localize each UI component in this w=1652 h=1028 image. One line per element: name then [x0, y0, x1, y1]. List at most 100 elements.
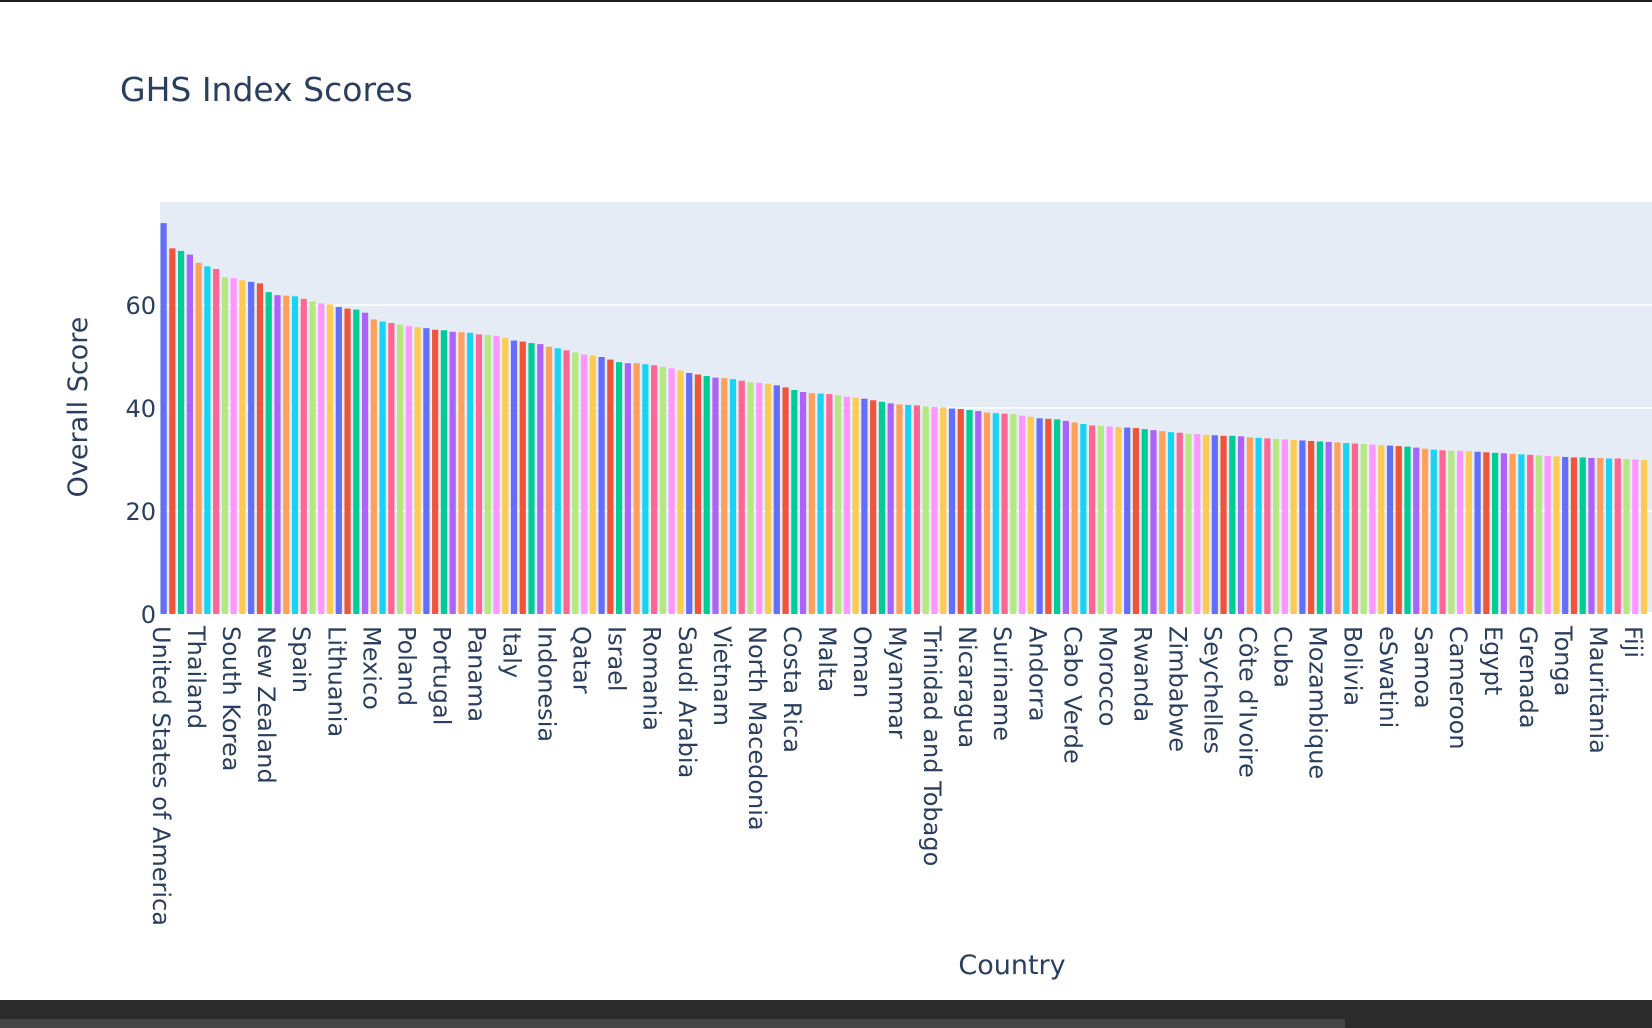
bar[interactable]: [1597, 457, 1604, 614]
bar[interactable]: [1544, 455, 1551, 614]
bar[interactable]: [1080, 423, 1087, 614]
bar[interactable]: [782, 387, 789, 614]
bar[interactable]: [1386, 445, 1394, 614]
bar[interactable]: [1194, 434, 1201, 614]
bar[interactable]: [808, 393, 815, 614]
bar[interactable]: [878, 401, 886, 614]
bar[interactable]: [852, 397, 859, 614]
bar[interactable]: [896, 404, 903, 614]
bar[interactable]: [195, 262, 202, 614]
bar[interactable]: [326, 304, 334, 614]
bar[interactable]: [651, 365, 658, 614]
bar[interactable]: [388, 323, 395, 614]
bar[interactable]: [353, 309, 360, 614]
bar[interactable]: [729, 379, 737, 614]
bar[interactable]: [1632, 459, 1639, 615]
bar[interactable]: [1395, 446, 1402, 614]
bar[interactable]: [1176, 432, 1183, 614]
bar[interactable]: [1343, 443, 1350, 614]
bar[interactable]: [1246, 437, 1253, 614]
bar[interactable]: [230, 278, 237, 614]
bar[interactable]: [283, 295, 290, 614]
bar[interactable]: [449, 331, 456, 614]
bar[interactable]: [537, 344, 544, 614]
bar[interactable]: [554, 348, 561, 614]
bar[interactable]: [1071, 422, 1078, 614]
bar[interactable]: [756, 382, 763, 614]
bar[interactable]: [826, 394, 833, 614]
bar[interactable]: [738, 380, 745, 614]
bar[interactable]: [397, 324, 404, 614]
bar[interactable]: [1316, 441, 1324, 614]
bar[interactable]: [975, 411, 982, 614]
bar[interactable]: [221, 277, 229, 614]
bar[interactable]: [642, 364, 649, 614]
bar[interactable]: [160, 223, 167, 615]
bar[interactable]: [799, 392, 807, 614]
bar[interactable]: [1290, 439, 1297, 614]
bar[interactable]: [992, 413, 999, 614]
bar[interactable]: [1500, 453, 1507, 614]
bar[interactable]: [178, 250, 185, 614]
bar[interactable]: [1360, 444, 1367, 614]
bar[interactable]: [344, 308, 351, 614]
bar[interactable]: [405, 326, 412, 614]
bar[interactable]: [677, 370, 684, 614]
bar[interactable]: [1115, 427, 1122, 614]
bar[interactable]: [931, 406, 938, 614]
bar[interactable]: [1299, 440, 1306, 614]
bar[interactable]: [703, 376, 710, 614]
bar[interactable]: [721, 378, 728, 614]
bar[interactable]: [318, 303, 325, 614]
bar[interactable]: [659, 366, 667, 614]
bar[interactable]: [213, 268, 220, 614]
bar[interactable]: [1553, 456, 1560, 614]
bar[interactable]: [169, 248, 176, 614]
bar[interactable]: [1185, 433, 1192, 614]
bar[interactable]: [922, 406, 929, 614]
bar[interactable]: [1062, 420, 1069, 615]
bar[interactable]: [265, 292, 272, 615]
bar[interactable]: [940, 407, 947, 614]
bar[interactable]: [545, 346, 553, 614]
bar[interactable]: [1605, 458, 1613, 614]
bar[interactable]: [256, 283, 264, 614]
bar[interactable]: [633, 363, 640, 614]
bar[interactable]: [423, 328, 430, 614]
bar[interactable]: [1010, 414, 1017, 614]
bar[interactable]: [475, 334, 483, 614]
bar[interactable]: [379, 321, 386, 614]
bar[interactable]: [1229, 435, 1236, 614]
bar[interactable]: [1255, 437, 1262, 614]
bar[interactable]: [458, 332, 465, 614]
bar[interactable]: [791, 389, 798, 614]
bar[interactable]: [510, 340, 518, 614]
bar[interactable]: [1588, 457, 1595, 614]
bar[interactable]: [572, 352, 579, 614]
bar[interactable]: [817, 393, 824, 614]
bar[interactable]: [624, 363, 631, 614]
bar[interactable]: [1054, 419, 1061, 614]
bar[interactable]: [1527, 454, 1534, 614]
bar[interactable]: [1483, 452, 1490, 614]
bar[interactable]: [1089, 425, 1096, 614]
bar[interactable]: [309, 301, 316, 614]
bar[interactable]: [467, 332, 474, 614]
bar[interactable]: [1474, 451, 1481, 614]
bar[interactable]: [1421, 448, 1429, 614]
bar[interactable]: [1640, 460, 1648, 614]
bar[interactable]: [1001, 413, 1008, 614]
bar[interactable]: [1167, 432, 1175, 614]
bar[interactable]: [1623, 458, 1630, 614]
bar[interactable]: [747, 382, 754, 614]
bar[interactable]: [948, 408, 956, 614]
bar[interactable]: [1211, 435, 1218, 614]
bar[interactable]: [1518, 454, 1525, 614]
bar[interactable]: [1369, 444, 1376, 614]
bar[interactable]: [1579, 457, 1586, 614]
bar[interactable]: [1509, 453, 1516, 614]
bar[interactable]: [274, 295, 281, 614]
bar[interactable]: [361, 312, 369, 614]
bar[interactable]: [580, 354, 588, 614]
bar[interactable]: [1325, 441, 1332, 614]
